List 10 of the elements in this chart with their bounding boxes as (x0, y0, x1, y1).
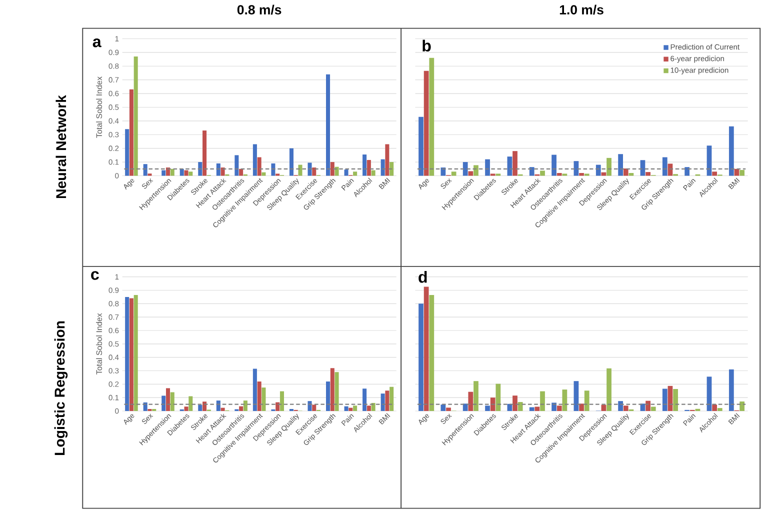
annotation: b (422, 40, 431, 52)
chart-title: 1.0 m/s (560, 4, 604, 14)
y-axis-title: Total Sobol Index (96, 76, 102, 138)
text: Logistic Regression (54, 321, 68, 455)
text: c (91, 270, 99, 280)
chart-title: 0.8 m/s (237, 4, 282, 14)
annotation: d (418, 270, 427, 283)
y-axis-title: Total Sobol Index (96, 313, 102, 374)
text: a (92, 38, 102, 48)
text: Neural Network (56, 94, 66, 198)
